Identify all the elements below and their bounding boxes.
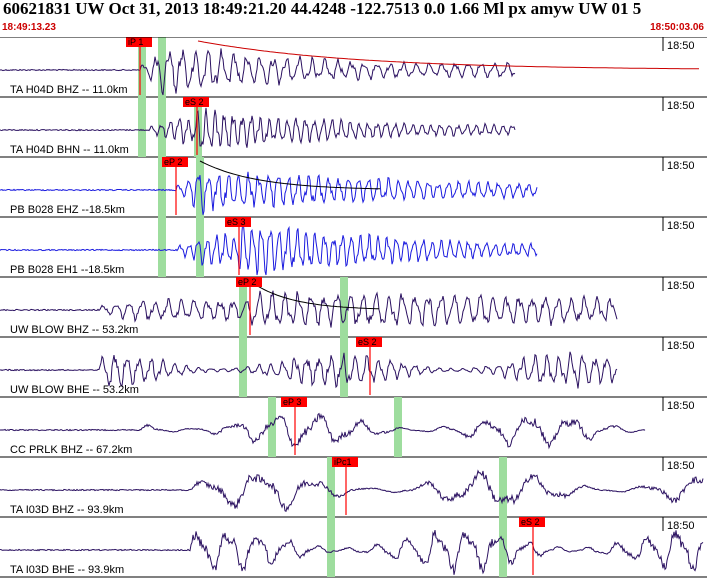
time-window-band xyxy=(239,337,247,397)
time-start-label: 18:49:13.23 xyxy=(2,22,56,33)
time-window-band xyxy=(268,397,276,457)
time-window-band xyxy=(499,457,507,517)
coda-decay-curve xyxy=(197,40,699,70)
time-window-band xyxy=(158,157,166,217)
waveform-trace[interactable] xyxy=(0,469,704,513)
seismogram-panel[interactable]: iP 1 TA H04D BHZ -- 11.0km 18:50 eS 2 TA H04… xyxy=(0,37,707,578)
phase-pick-label: iPc1 xyxy=(334,457,352,467)
phase-pick-flag[interactable] xyxy=(225,217,251,227)
station-channel-label: TA H04D BHN -- 11.0km xyxy=(10,144,129,156)
station-channel-label: PB B028 EH1 --18.5km xyxy=(10,264,124,276)
event-title: 60621831 UW Oct 31, 2013 18:49:21.20 44.… xyxy=(3,0,642,18)
station-channel-label: TA I03D BHE -- 93.9km xyxy=(10,564,124,576)
time-window-band xyxy=(340,337,348,397)
time-window-band xyxy=(327,457,335,517)
event-header: 60621831 UW Oct 31, 2013 18:49:21.20 44.… xyxy=(0,0,707,38)
time-window-band xyxy=(138,97,146,157)
phase-pick-flag[interactable] xyxy=(126,37,152,47)
time-window-band xyxy=(158,37,166,97)
station-channel-label: TA I03D BHZ -- 93.9km xyxy=(10,504,124,516)
time-window-band xyxy=(394,397,402,457)
waveform-trace[interactable] xyxy=(0,412,646,450)
time-tick-label: 18:50 xyxy=(667,460,695,472)
time-window-band xyxy=(327,517,335,577)
time-window-band xyxy=(499,517,507,577)
station-channel-label: CC PRLK BHZ -- 67.2km xyxy=(10,444,132,456)
phase-pick-flag[interactable] xyxy=(183,97,209,107)
time-tick-label: 18:50 xyxy=(667,340,695,352)
station-channel-label: TA H04D BHZ -- 11.0km xyxy=(10,84,128,96)
time-tick-label: 18:50 xyxy=(667,40,695,52)
phase-pick-label: eP 2 xyxy=(164,157,182,167)
phase-pick-label: eS 2 xyxy=(521,517,540,527)
time-window-band xyxy=(239,277,247,337)
phase-pick-flag[interactable] xyxy=(236,277,262,287)
time-tick-label: 18:50 xyxy=(667,400,695,412)
waveform-trace[interactable] xyxy=(0,290,618,328)
time-tick-label: 18:50 xyxy=(667,520,695,532)
phase-pick-label: eP 2 xyxy=(238,277,256,287)
phase-pick-flag[interactable] xyxy=(519,517,545,527)
coda-decay-curve xyxy=(199,160,380,190)
waveform-trace[interactable] xyxy=(0,530,704,575)
waveform-trace[interactable] xyxy=(0,171,538,215)
phase-pick-label: eS 2 xyxy=(185,97,204,107)
time-tick-label: 18:50 xyxy=(667,100,695,112)
station-channel-label: UW BLOW BHZ -- 53.2km xyxy=(10,324,138,336)
time-tick-label: 18:50 xyxy=(667,280,695,292)
phase-pick-label: eS 2 xyxy=(358,337,377,347)
waveform-trace[interactable] xyxy=(0,107,516,148)
waveform-trace[interactable] xyxy=(0,351,618,389)
phase-pick-flag[interactable] xyxy=(332,457,358,467)
time-window-band xyxy=(196,157,204,217)
phase-pick-flag[interactable] xyxy=(281,397,307,407)
time-end-label: 18:50:03.06 xyxy=(650,22,704,33)
station-channel-label: PB B028 EHZ --18.5km xyxy=(10,204,125,216)
phase-pick-label: iP 1 xyxy=(128,37,143,47)
time-window-band xyxy=(138,37,146,97)
time-tick-label: 18:50 xyxy=(667,220,695,232)
coda-decay-curve xyxy=(249,280,380,310)
time-window-band xyxy=(194,97,202,157)
phase-pick-label: eP 3 xyxy=(283,397,301,407)
phase-pick-flag[interactable] xyxy=(162,157,188,167)
time-tick-label: 18:50 xyxy=(667,160,695,172)
waveform-trace[interactable] xyxy=(0,219,538,276)
station-channel-label: UW BLOW BHE -- 53.2km xyxy=(10,384,139,396)
phase-pick-label: eS 3 xyxy=(227,217,246,227)
time-window-band xyxy=(158,217,166,277)
phase-pick-flag[interactable] xyxy=(356,337,382,347)
